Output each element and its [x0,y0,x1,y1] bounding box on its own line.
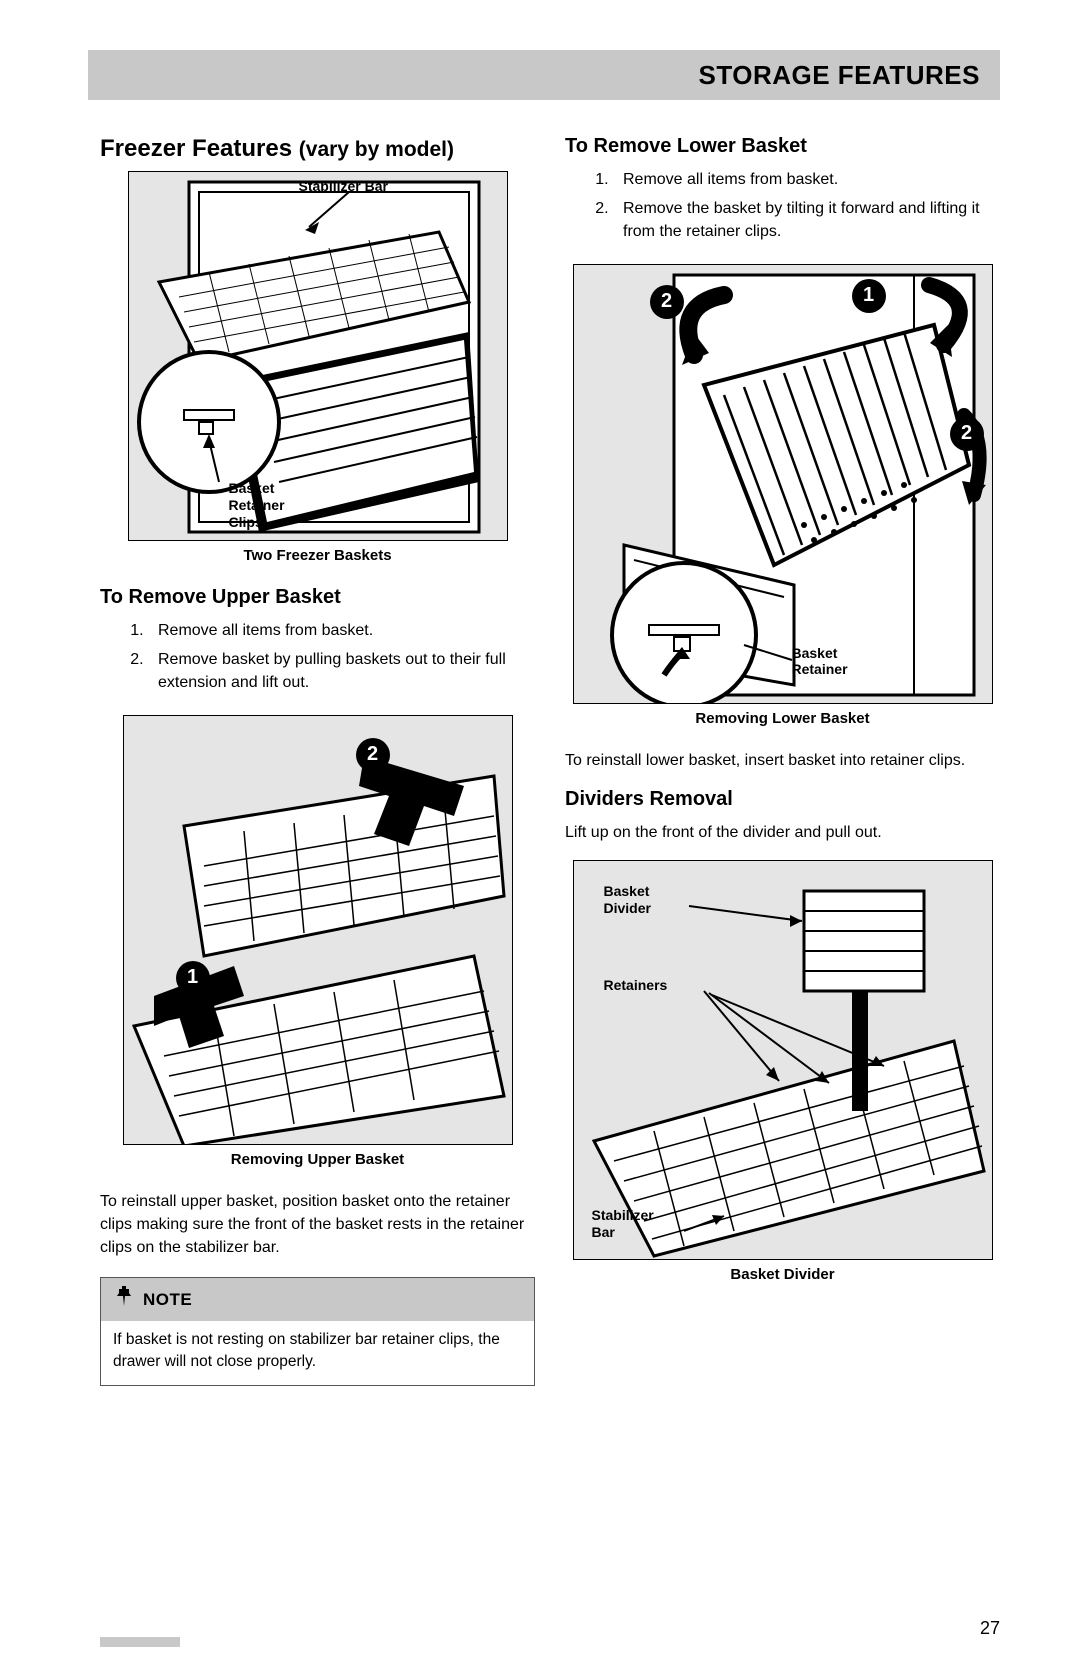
two-column-layout: Freezer Features (vary by model) [100,135,1000,1386]
figure-removing-upper: 2 1 [123,715,513,1145]
title-sub: (vary by model) [299,138,454,161]
step-badge-2a: 2 [650,285,684,319]
freezer-features-title: Freezer Features (vary by model) [100,135,535,163]
step-badge-1: 1 [176,961,210,995]
heading-dividers: Dividers Removal [565,788,1000,811]
right-column: To Remove Lower Basket Remove all items … [565,135,1000,1386]
step: Remove all items from basket. [148,619,535,642]
reinstall-lower-text: To reinstall lower basket, insert basket… [565,749,1000,772]
heading-remove-upper: To Remove Upper Basket [100,586,535,609]
diagram-freezer-baskets [129,172,508,541]
reinstall-upper-text: To reinstall upper basket, position bask… [100,1190,535,1260]
title-main: Freezer Features [100,135,292,162]
heading-remove-lower: To Remove Lower Basket [565,135,1000,158]
step: Remove all items from basket. [613,168,1000,191]
step-badge-2b: 2 [950,417,984,451]
callout-basket-divider: Basket Divider [604,883,651,917]
step-badge-2: 2 [356,738,390,772]
note-body: If basket is not resting on stabilizer b… [101,1321,534,1384]
left-column: Freezer Features (vary by model) [100,135,535,1386]
steps-remove-lower: Remove all items from basket. Remove the… [565,168,1000,244]
section-header: STORAGE FEATURES [88,50,1000,100]
step: Remove the basket by tilting it forward … [613,197,1000,243]
figure-basket-divider: Basket Divider Retainers Stabilizer Bar [573,860,993,1260]
page-number: 27 [980,1618,1000,1639]
section-title: STORAGE FEATURES [698,60,980,91]
caption-fig1: Two Freezer Baskets [100,547,535,564]
steps-remove-upper: Remove all items from basket. Remove bas… [100,619,535,695]
caption-fig4: Basket Divider [565,1266,1000,1283]
diagram-basket-divider [574,861,993,1260]
note-box: NOTE If basket is not resting on stabili… [100,1277,535,1385]
caption-fig3: Removing Lower Basket [565,710,1000,727]
footer-accent-strip [100,1637,180,1647]
dividers-body: Lift up on the front of the divider and … [565,821,1000,844]
diagram-removing-lower [574,265,993,704]
pushpin-icon [115,1286,133,1313]
figure-removing-lower: 2 1 2 Basket Retainer [573,264,993,704]
step: Remove basket by pulling baskets out to … [148,648,535,694]
callout-retainers: Retainers [604,977,668,994]
note-title-bar: NOTE [101,1278,534,1321]
figure-two-freezer-baskets: Stabilizer Bar Basket Retainer Clips [128,171,508,541]
caption-fig2: Removing Upper Basket [100,1151,535,1168]
callout-stabilizer-bar: Stabilizer Bar [299,178,388,195]
callout-retainer-clips: Basket Retainer Clips [229,480,285,530]
diagram-removing-upper [124,716,513,1145]
note-label: NOTE [143,1290,192,1310]
callout-stabilizer-bar2: Stabilizer Bar [592,1207,654,1241]
step-badge-1: 1 [852,279,886,313]
callout-basket-retainer: Basket Retainer [792,645,848,679]
